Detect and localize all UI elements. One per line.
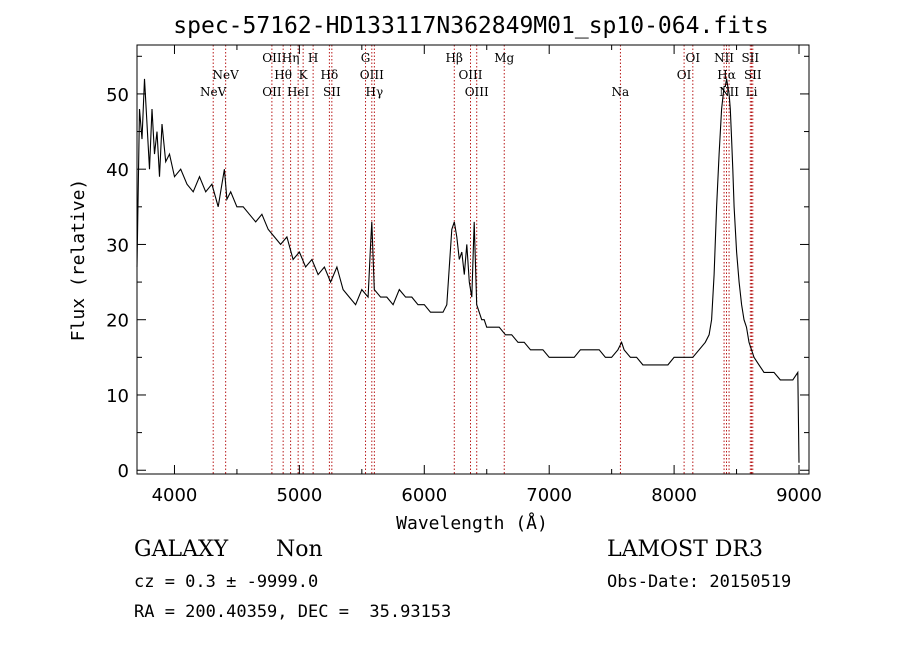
line-marker-label: OI xyxy=(677,68,692,82)
y-axis-label: Flux (relative) xyxy=(68,179,89,342)
line-marker-label: Hβ xyxy=(446,51,463,65)
axis-tick-labels: 4000 5000 6000 7000 8000 9000 0 10 20 30 40 50 xyxy=(106,85,822,506)
line-marker-label: Li xyxy=(746,85,758,99)
line-marker-label: OIII xyxy=(458,68,482,82)
axis-ticks xyxy=(137,45,809,474)
line-marker-label: Hα xyxy=(717,68,736,82)
obs-date: Obs-Date: 20150519 xyxy=(607,572,792,592)
line-marker-label: Mg xyxy=(494,51,514,65)
x-tick-label: 9000 xyxy=(776,485,822,506)
x-tick-label: 6000 xyxy=(401,485,447,506)
line-marker-label: NeV xyxy=(213,68,240,82)
line-marker-label: OII xyxy=(262,85,282,99)
line-markers xyxy=(212,45,754,474)
subclass-label: Non xyxy=(276,537,323,562)
line-marker-label: NeV xyxy=(200,85,227,99)
survey-label: LAMOST DR3 xyxy=(607,537,763,562)
y-tick-label: 0 xyxy=(118,461,129,482)
line-marker-label: H xyxy=(308,51,318,65)
plot-frame xyxy=(136,44,810,475)
line-marker-label: OIII xyxy=(360,68,384,82)
line-marker-label: Hδ xyxy=(321,68,339,82)
x-tick-label: 5000 xyxy=(276,485,322,506)
chart-title: spec-57162-HD133117N362849M01_sp10-064.f… xyxy=(173,13,768,39)
y-tick-label: 50 xyxy=(106,85,129,106)
line-marker-label: NII xyxy=(714,51,734,65)
line-marker-label: Hη xyxy=(282,51,300,65)
y-tick-label: 30 xyxy=(106,235,129,256)
line-marker-label: Na xyxy=(612,85,630,99)
y-tick-label: 40 xyxy=(106,160,129,181)
line-marker-label: OII xyxy=(262,51,282,65)
line-marker-label: SII xyxy=(323,85,341,99)
line-marker-label: G xyxy=(361,51,371,65)
y-tick-label: 20 xyxy=(106,311,129,332)
class-label: GALAXY xyxy=(134,537,229,562)
x-tick-label: 7000 xyxy=(526,485,572,506)
line-marker-label: HeI xyxy=(287,85,310,99)
y-tick-label: 10 xyxy=(106,386,129,407)
line-marker-label: SII xyxy=(741,51,759,65)
line-marker-label: OI xyxy=(686,51,701,65)
redshift-cz: cz = 0.3 ± -9999.0 xyxy=(134,572,319,592)
x-tick-label: 8000 xyxy=(651,485,697,506)
line-marker-label: SII xyxy=(744,68,762,82)
x-tick-label: 4000 xyxy=(152,485,198,506)
ra-dec: RA = 200.40359, DEC = 35.93153 xyxy=(134,602,452,622)
line-marker-label: OIII xyxy=(465,85,489,99)
spectrum-series-line xyxy=(136,78,800,463)
x-axis-label: Wavelength (Å) xyxy=(396,512,548,534)
line-marker-label: Hθ xyxy=(274,68,292,82)
line-marker-label: K xyxy=(299,68,309,82)
line-marker-label: Hγ xyxy=(366,85,384,99)
